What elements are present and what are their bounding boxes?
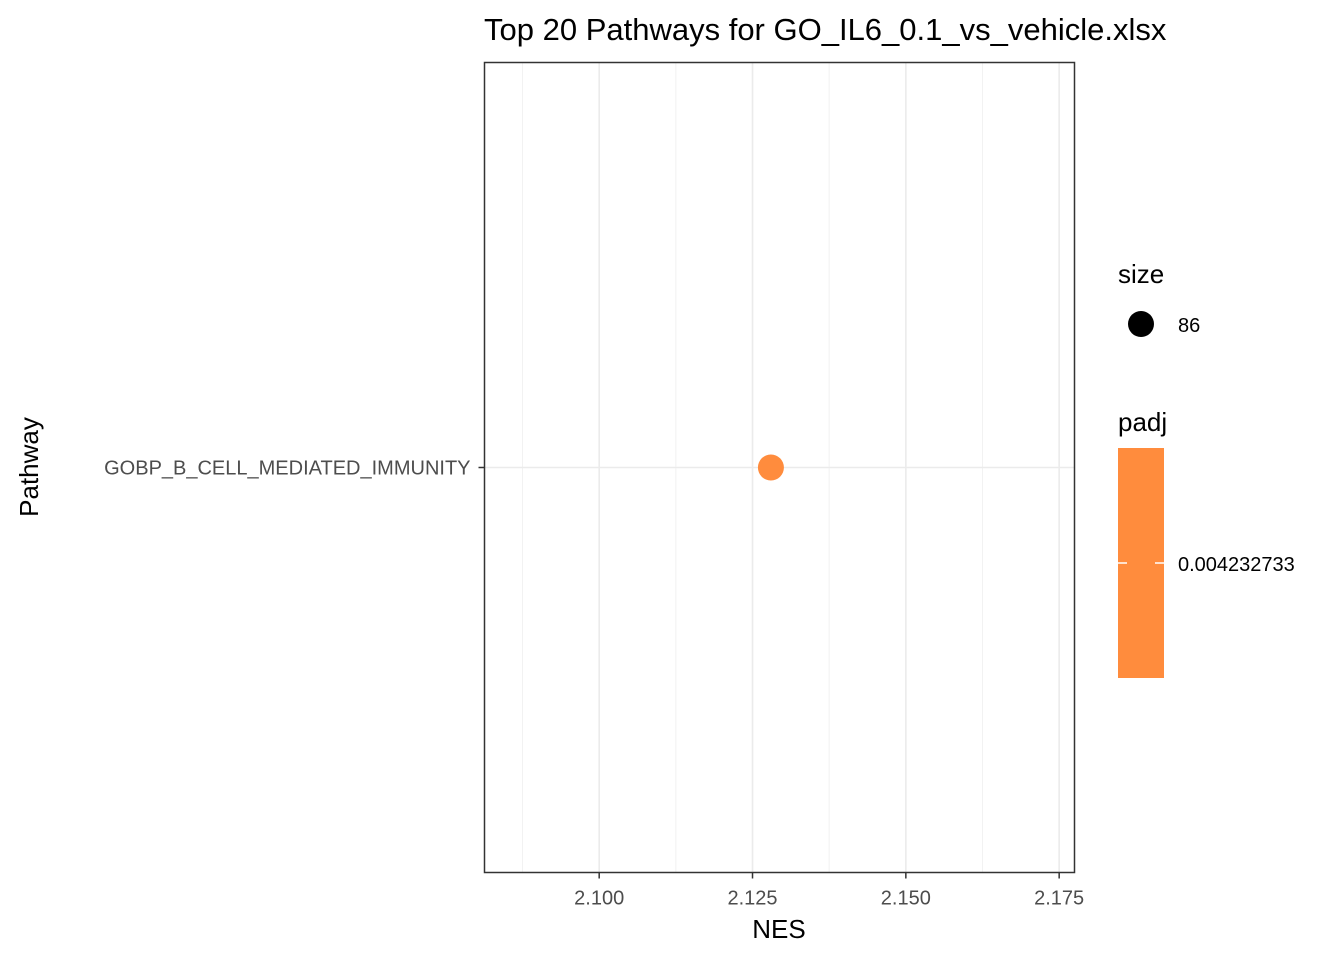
chart-title: Top 20 Pathways for GO_IL6_0.1_vs_vehicl… xyxy=(484,12,1167,47)
data-points xyxy=(757,454,784,481)
y-axis: GOBP_B_CELL_MEDIATED_IMMUNITY xyxy=(104,458,485,480)
x-tick-label: 2.125 xyxy=(727,888,777,910)
size-legend: size 86 xyxy=(1118,259,1200,337)
size-legend-label: 86 xyxy=(1178,315,1200,337)
x-axis-title: NES xyxy=(752,914,805,944)
x-tick-label: 2.100 xyxy=(574,888,624,910)
padj-legend: padj 0.004232733 xyxy=(1118,407,1295,678)
x-axis: 2.100 2.125 2.150 2.175 xyxy=(574,872,1084,910)
data-point xyxy=(757,454,784,481)
size-legend-title: size xyxy=(1118,259,1164,289)
x-tick-label: 2.150 xyxy=(881,888,931,910)
x-tick-label: 2.175 xyxy=(1034,888,1084,910)
y-tick-label: GOBP_B_CELL_MEDIATED_IMMUNITY xyxy=(104,458,470,480)
padj-legend-title: padj xyxy=(1118,407,1167,437)
padj-legend-label: 0.004232733 xyxy=(1178,554,1295,576)
size-legend-key xyxy=(1128,311,1154,337)
y-axis-title: Pathway xyxy=(14,417,44,517)
